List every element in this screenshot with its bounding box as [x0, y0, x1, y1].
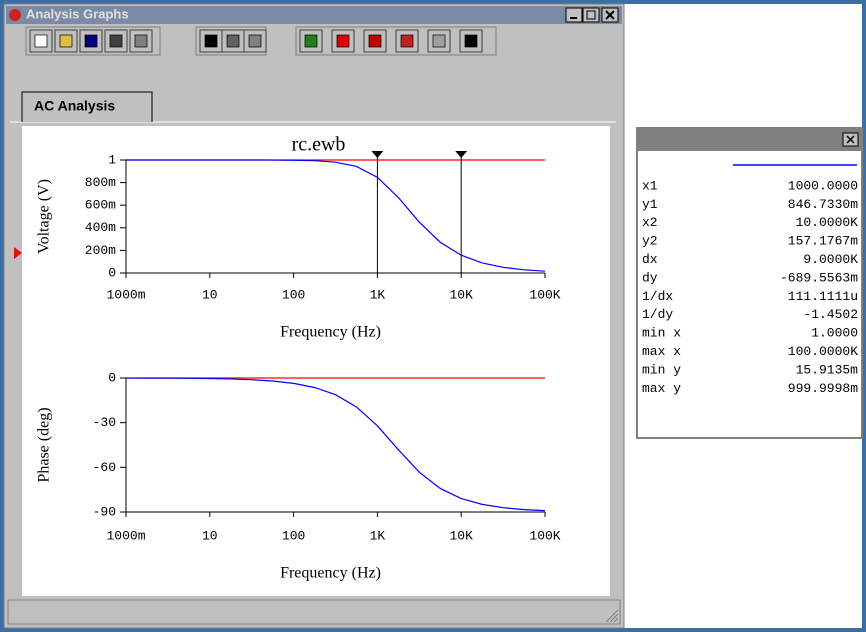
x-tick-label: 100K [529, 528, 560, 543]
toolbar-icon [305, 35, 317, 47]
app-icon [9, 9, 21, 21]
cursor-label: max x [642, 344, 681, 359]
cursor-value: 846.7330m [788, 197, 858, 212]
toolbar-icon [85, 35, 97, 47]
x-axis-label: Frequency (Hz) [280, 324, 381, 341]
x-tick-label: 1000m [106, 528, 145, 543]
y-tick-label: 800m [85, 175, 116, 190]
y-tick-label: 0 [108, 265, 116, 280]
cursor-label: x1 [642, 178, 658, 193]
cursor-value: 999.9998m [788, 381, 858, 396]
cursor-label: dx [642, 252, 658, 267]
toolbar-icon [337, 35, 349, 47]
cursor-value: 15.9135m [796, 362, 859, 377]
title-buttons [566, 8, 618, 22]
tab-label: AC Analysis [34, 98, 115, 114]
x-tick-label: 100 [282, 287, 305, 302]
x-tick-label: 1K [370, 528, 386, 543]
cursor-value: 10.0000K [796, 215, 859, 230]
cursor-value: 100.0000K [788, 344, 858, 359]
cursor-panel: x1 1000.0000 y1 846.7330m x2 10.0000K y2 157.17… [637, 128, 862, 438]
cursor-label: x2 [642, 215, 658, 230]
y-axis-label: Phase (deg) [36, 407, 53, 482]
frame-left [0, 0, 4, 632]
x-axis-label: Frequency (Hz) [280, 565, 381, 582]
toolbar-icon [433, 35, 445, 47]
y-tick-label: 0 [108, 370, 116, 385]
toolbar-icon [401, 35, 413, 47]
frame-top [0, 0, 866, 4]
toolbar-icon [249, 35, 261, 47]
x-tick-label: 1000m [106, 287, 145, 302]
y-tick-label: 600m [85, 198, 116, 213]
y-tick-label: -90 [93, 504, 116, 519]
cursor-label: 1/dy [642, 307, 673, 322]
y-tick-label: 1 [108, 152, 116, 167]
window-title: Analysis Graphs [26, 6, 129, 21]
y-axis-label: Voltage (V) [36, 179, 53, 254]
frame-bottom [0, 628, 866, 632]
cursor-value: -689.5563m [780, 270, 858, 285]
toolbar [26, 27, 496, 55]
cursor-title-bar [638, 129, 861, 151]
status-bar [8, 600, 620, 624]
x-tick-label: 100 [282, 528, 305, 543]
x-tick-label: 10K [449, 287, 473, 302]
y-tick-label: -30 [93, 415, 116, 430]
toolbar-icon [60, 35, 72, 47]
y-tick-label: 400m [85, 220, 116, 235]
toolbar-icon [135, 35, 147, 47]
cursor-label: dy [642, 270, 658, 285]
cursor-label: max y [642, 381, 681, 396]
toolbar-icon [35, 35, 47, 47]
toolbar-icon [205, 35, 217, 47]
x-tick-label: 100K [529, 287, 560, 302]
chart-title: rc.ewb [292, 134, 346, 156]
cursor-label: y2 [642, 234, 658, 249]
x-tick-label: 1K [370, 287, 386, 302]
y-tick-label: -60 [93, 460, 116, 475]
cursor-value: -1.4502 [803, 307, 858, 322]
toolbar-icon [465, 35, 477, 47]
toolbar-icon [369, 35, 381, 47]
cursor-label: min y [642, 362, 681, 377]
cursor-value: 1.0000 [811, 326, 858, 341]
maximize-button[interactable] [583, 8, 599, 22]
x-tick-label: 10 [202, 287, 218, 302]
minimize-button[interactable] [566, 8, 582, 22]
toolbar-icon [227, 35, 239, 47]
screen: Analysis Graphs AC Analysis [0, 0, 866, 632]
cursor-label: y1 [642, 197, 658, 212]
x-tick-label: 10 [202, 528, 218, 543]
x-tick-label: 10K [449, 528, 473, 543]
cursor-label: min x [642, 326, 681, 341]
cursor-value: 157.1767m [788, 234, 858, 249]
cursor-value: 1000.0000 [788, 178, 858, 193]
plot-area [22, 126, 610, 596]
toolbar-icon [110, 35, 122, 47]
cursor-value: 111.1111u [788, 289, 858, 304]
cursor-value: 9.0000K [803, 252, 858, 267]
y-tick-label: 200m [85, 243, 116, 258]
cursor-label: 1/dx [642, 289, 673, 304]
